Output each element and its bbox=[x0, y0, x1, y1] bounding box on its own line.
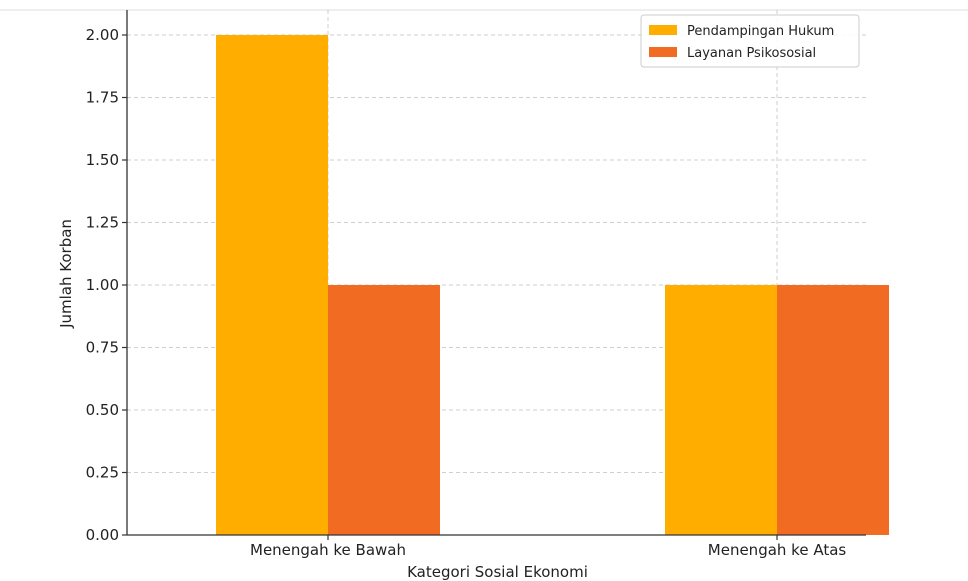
y-ticks: 0.00 0.25 0.50 0.75 1.00 1.25 1.50 1.75 2.00 bbox=[86, 26, 127, 544]
y-tick-label: 0.75 bbox=[86, 339, 119, 357]
y-tick-label: 0.25 bbox=[86, 464, 119, 482]
legend-label-layanan-psikososial: Layanan Psikososial bbox=[687, 46, 816, 61]
bar-layanan-psikososial-menengah-ke-atas bbox=[777, 285, 889, 535]
x-tick-label-menengah-ke-atas: Menengah ke Atas bbox=[708, 541, 847, 559]
legend: Pendampingan Hukum Layanan Psikososial bbox=[640, 14, 860, 68]
y-tick-label: 1.75 bbox=[86, 89, 119, 107]
bar-layanan-psikososial-menengah-ke-bawah bbox=[328, 285, 440, 535]
y-tick-label: 2.00 bbox=[86, 26, 119, 44]
bars bbox=[216, 35, 889, 535]
legend-swatch-layanan-psikososial bbox=[649, 47, 677, 57]
x-tick-label-menengah-ke-bawah: Menengah ke Bawah bbox=[250, 541, 406, 559]
x-axis-title: Kategori Sosial Ekonomi bbox=[407, 563, 588, 581]
y-tick-label: 1.50 bbox=[86, 151, 119, 169]
x-ticks: Menengah ke Bawah Menengah ke Atas bbox=[250, 535, 846, 559]
legend-label-pendampingan-hukum: Pendampingan Hukum bbox=[687, 24, 834, 39]
bar-pendampingan-hukum-menengah-ke-bawah bbox=[216, 35, 328, 535]
legend-swatch-pendampingan-hukum bbox=[649, 25, 677, 35]
y-axis-title: Jumlah Korban bbox=[57, 219, 75, 329]
y-tick-label: 1.25 bbox=[86, 214, 119, 232]
y-tick-label: 0.00 bbox=[86, 526, 119, 544]
y-tick-label: 1.00 bbox=[86, 276, 119, 294]
legend-box bbox=[640, 14, 860, 68]
y-tick-label: 0.50 bbox=[86, 401, 119, 419]
bar-pendampingan-hukum-menengah-ke-atas bbox=[665, 285, 777, 535]
